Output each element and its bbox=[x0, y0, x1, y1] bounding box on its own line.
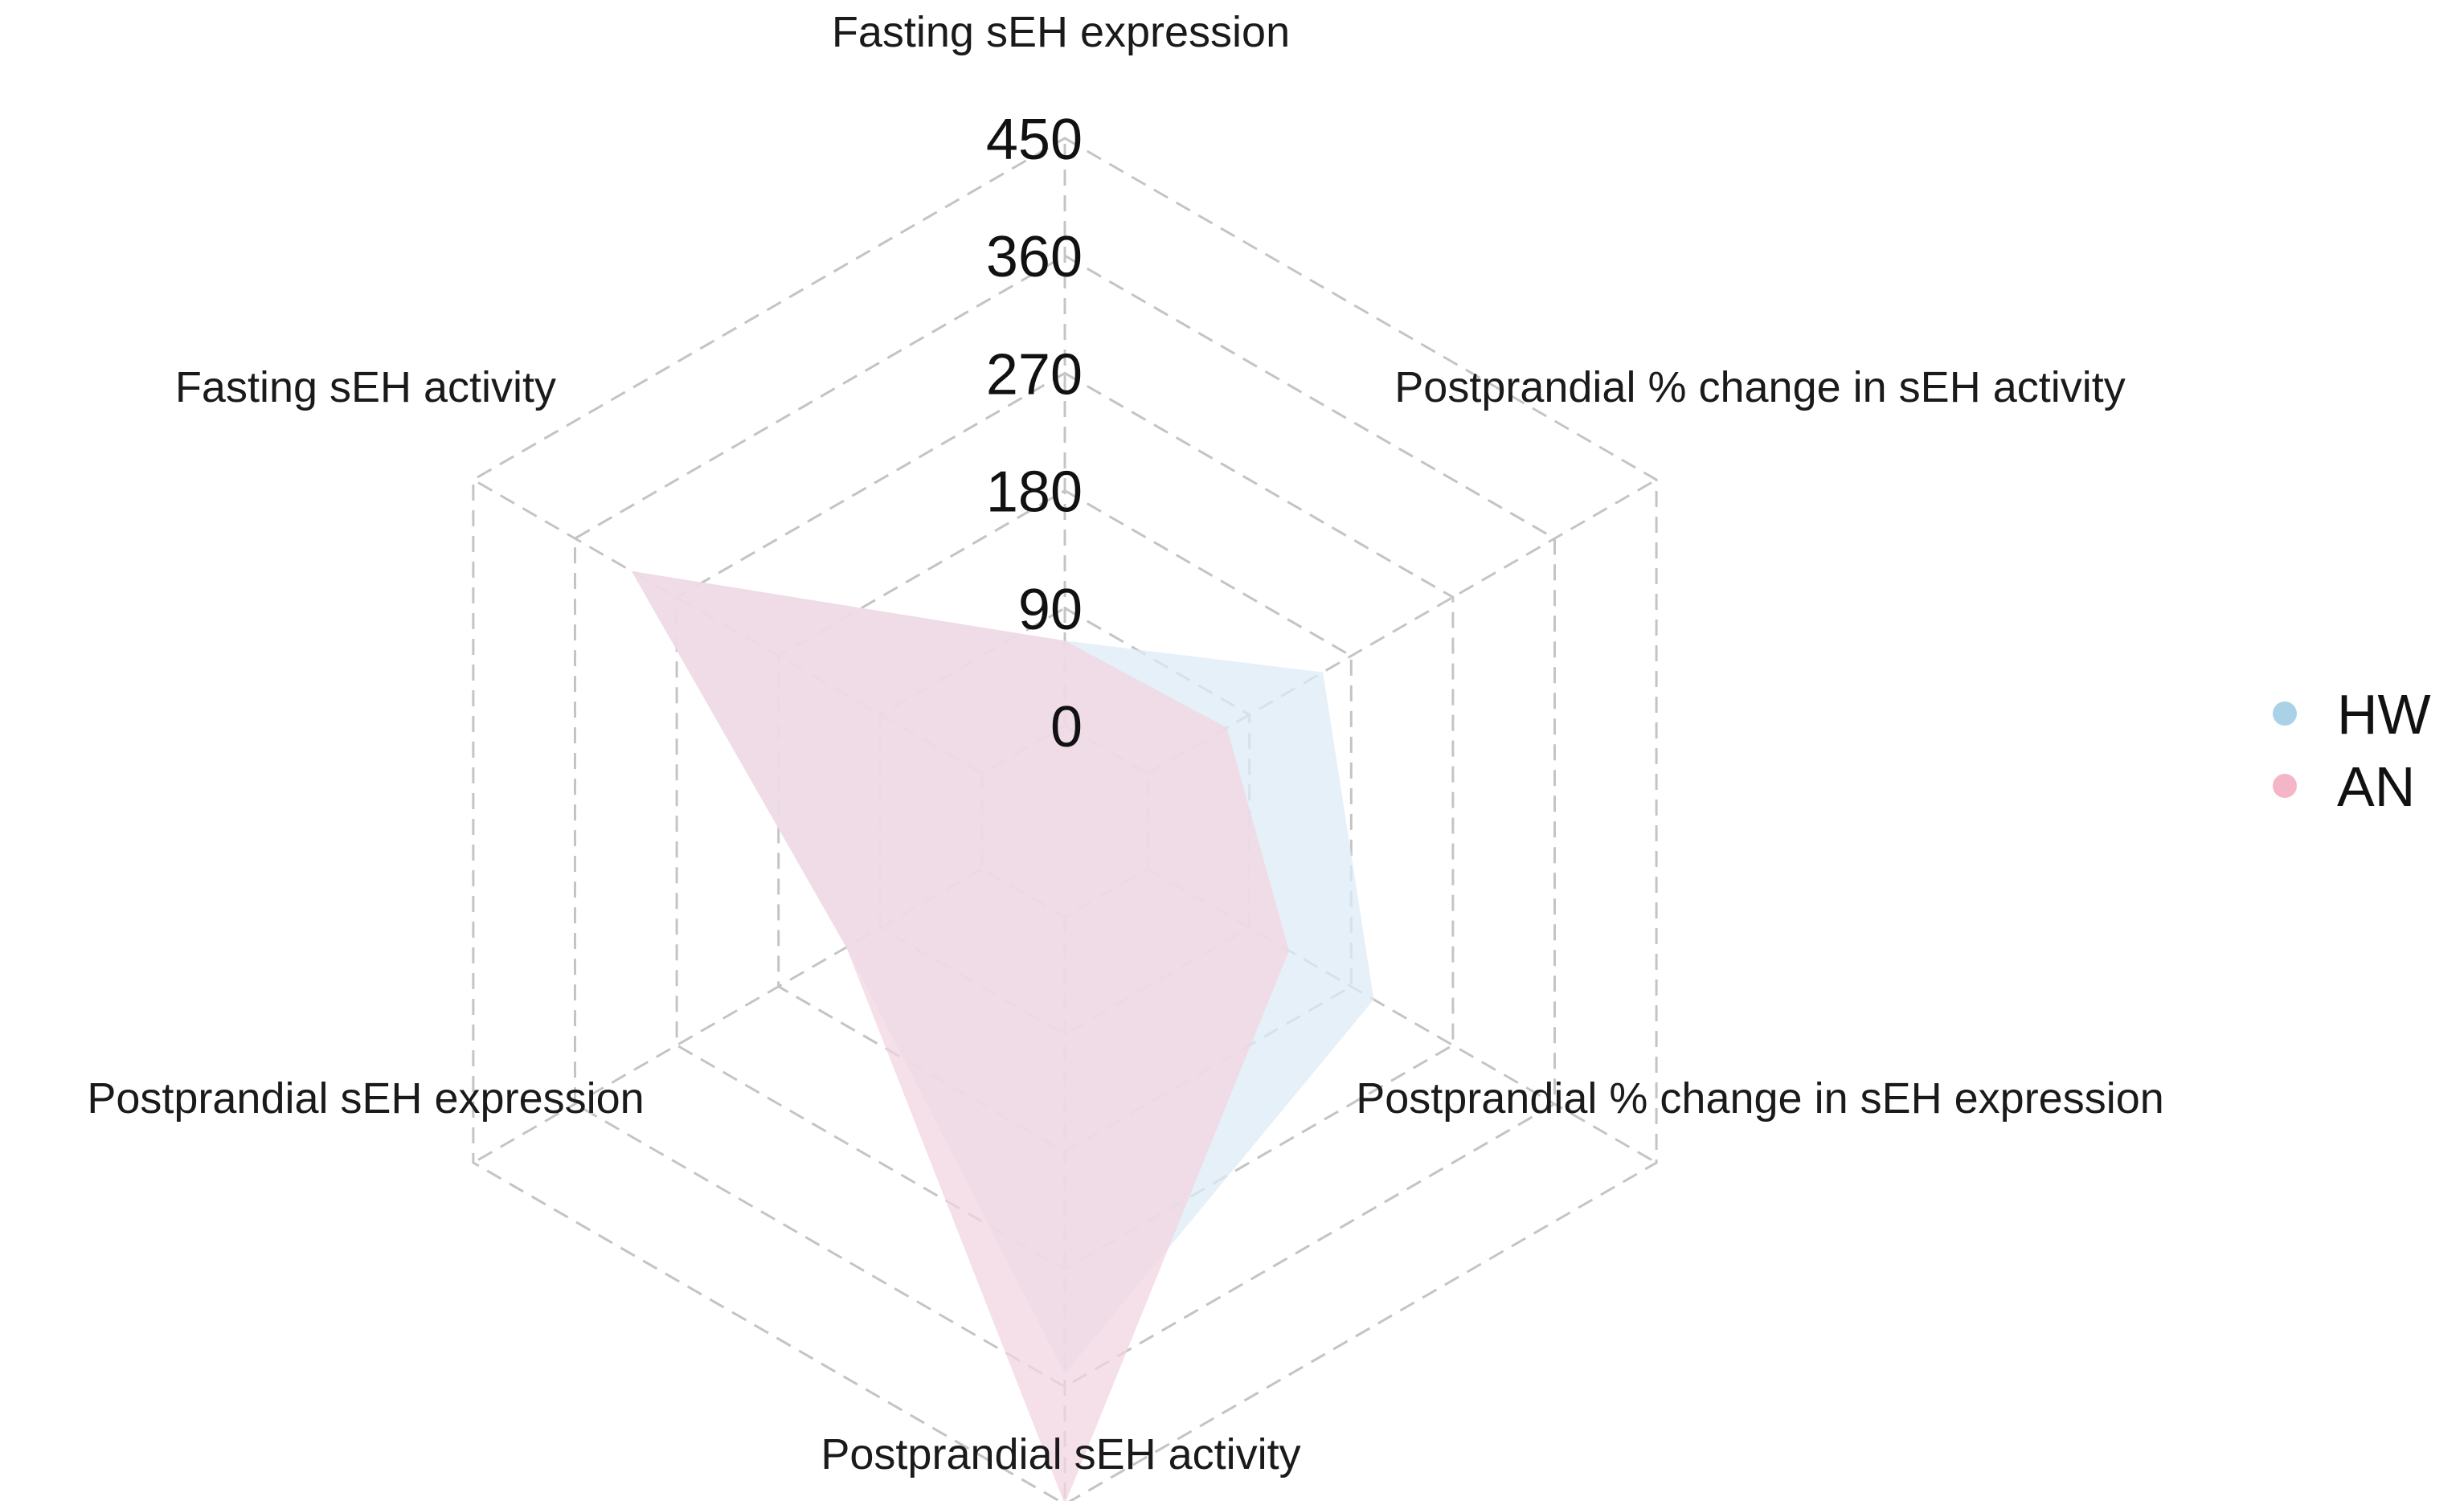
tick-label-270: 270 bbox=[986, 342, 1083, 407]
axis-label-postprandial-seh-activity: Postprandial sEH activity bbox=[821, 1430, 1300, 1479]
legend-label-an: AN bbox=[2337, 755, 2415, 818]
legend-marker-an bbox=[2273, 774, 2297, 798]
legend: HW AN bbox=[2273, 683, 2431, 818]
grid-spoke-5 bbox=[473, 868, 983, 1164]
axis-label-postprandial-change-seh-expression: Postprandial % change in sEH expression bbox=[1356, 1074, 2164, 1123]
grid-spoke-2 bbox=[1147, 478, 1657, 775]
series-area-an bbox=[631, 571, 1289, 1501]
grid-spoke-3 bbox=[1147, 868, 1657, 1164]
axis-label-postprandial-seh-expression: Postprandial sEH expression bbox=[87, 1074, 644, 1123]
legend-label-hw: HW bbox=[2337, 683, 2431, 746]
axis-label-postprandial-change-seh-activity: Postprandial % change in sEH activity bbox=[1394, 363, 2125, 411]
radial-tick-labels: 0 90 180 270 360 450 bbox=[986, 108, 1083, 759]
axis-label-fasting-seh-activity: Fasting sEH activity bbox=[175, 363, 556, 411]
tick-label-180: 180 bbox=[986, 460, 1083, 525]
tick-label-0: 0 bbox=[1050, 695, 1083, 759]
tick-label-360: 360 bbox=[986, 225, 1083, 289]
grid-ring-450 bbox=[472, 137, 1658, 1501]
legend-marker-hw bbox=[2273, 701, 2297, 726]
radar-series bbox=[631, 571, 1374, 1501]
axis-label-fasting-seh-expression: Fasting sEH expression bbox=[832, 8, 1290, 56]
tick-label-90: 90 bbox=[1018, 578, 1083, 642]
tick-label-450: 450 bbox=[986, 108, 1083, 172]
axis-labels: Fasting sEH expression Postprandial % ch… bbox=[87, 8, 2163, 1479]
